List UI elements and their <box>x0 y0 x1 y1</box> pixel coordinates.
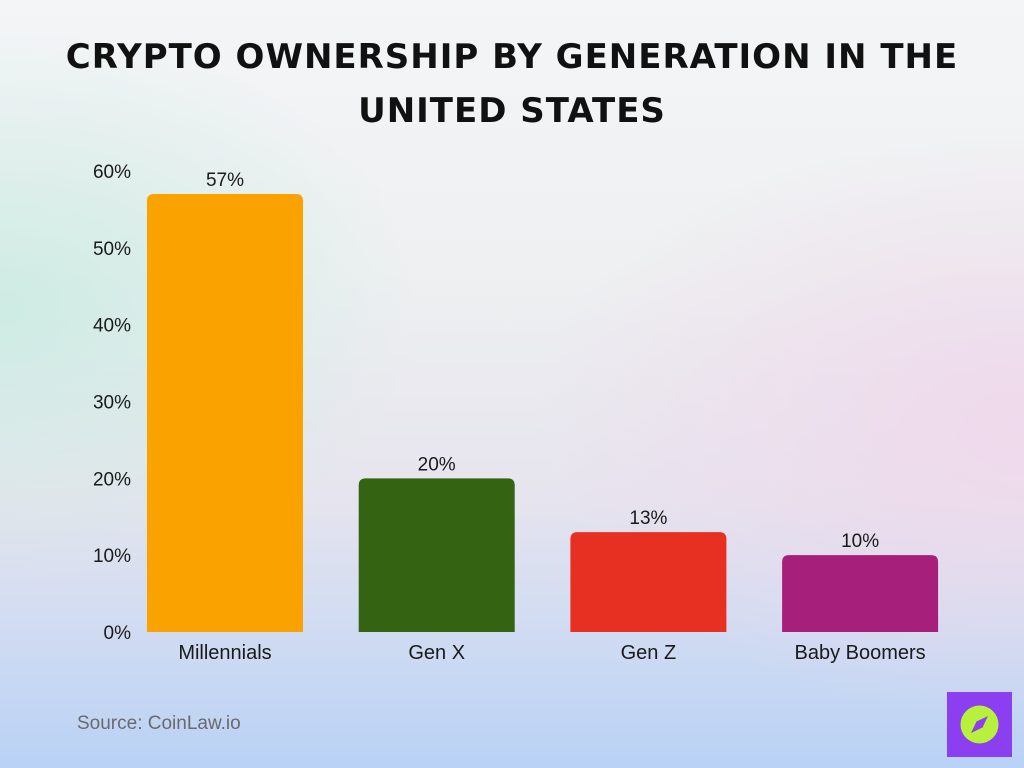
y-tick-label: 40% <box>93 316 131 337</box>
bar-gen-z <box>570 532 727 632</box>
y-tick-label: 0% <box>104 623 132 644</box>
bar-value-label: 13% <box>629 508 667 529</box>
x-tick-label: Millennials <box>178 642 271 664</box>
chart-title: Crypto Ownership by Generation in the Un… <box>65 37 959 131</box>
brand-logo <box>947 692 1012 757</box>
y-tick-label: 60% <box>93 162 131 183</box>
bar-value-label: 10% <box>841 531 879 552</box>
bar-millennials <box>147 194 303 633</box>
y-tick-label: 20% <box>93 469 131 490</box>
bar-gen-x <box>358 478 515 632</box>
x-tick-label: Baby Boomers <box>795 642 926 664</box>
source-text: Source: CoinLaw.io <box>77 713 241 734</box>
y-tick-label: 50% <box>93 239 131 260</box>
y-tick-label: 30% <box>93 393 131 414</box>
bar-value-label: 57% <box>206 170 244 191</box>
bar-baby-boomers <box>782 555 939 632</box>
bar-value-label: 20% <box>418 454 456 475</box>
compass-icon <box>960 705 999 744</box>
x-tick-label: Gen X <box>408 642 465 664</box>
y-tick-label: 10% <box>93 546 131 567</box>
x-tick-label: Gen Z <box>621 642 677 664</box>
